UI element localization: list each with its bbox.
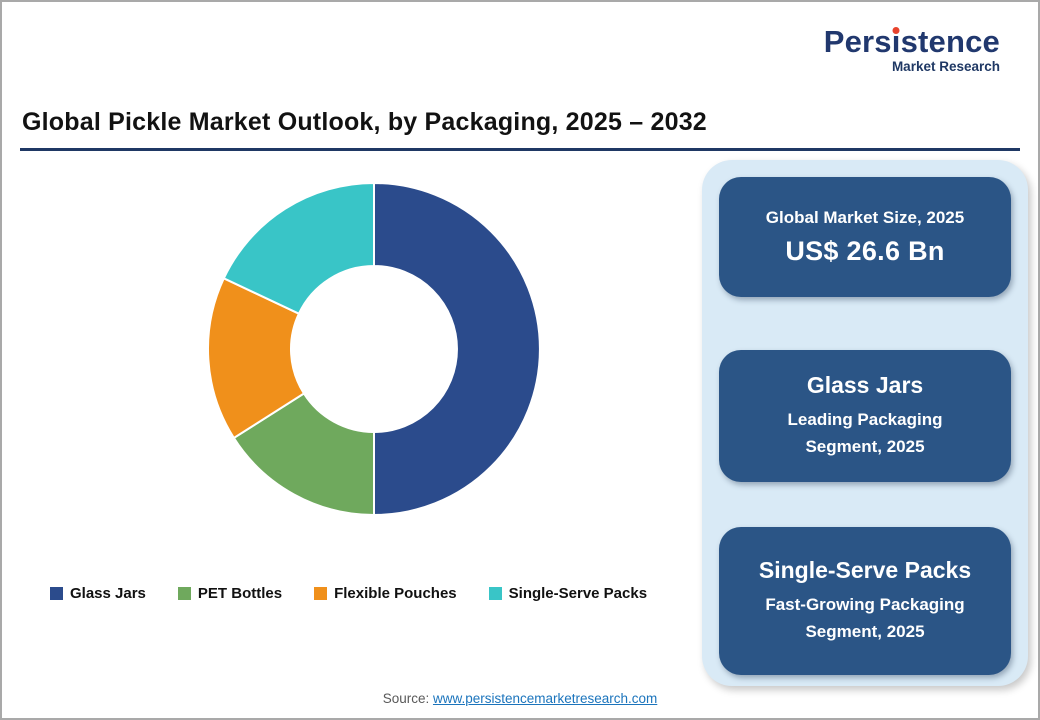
logo-wordmark-pre: Pers [823,24,892,59]
donut-chart [207,181,541,517]
donut-chart-container [202,177,546,521]
legend-item-single-serve-packs: Single-Serve Packs [488,585,648,602]
card-fast-growing-segment: Single-Serve Packs Fast-Growing Packagin… [719,527,1011,675]
legend-swatch-flexible-pouches [314,587,328,600]
fast-growing-segment-line-1: Fast-Growing Packaging [765,594,965,614]
source-line: Source: www.persistencemarketresearch.co… [2,691,1038,706]
highlights-panel: Global Market Size, 2025 US$ 26.6 Bn Gla… [702,160,1028,686]
fast-growing-segment-title: Single-Serve Packs [758,556,972,583]
logo-letter-i-red-dot: i [891,24,901,59]
market-size-label: Global Market Size, 2025 [765,207,965,227]
title-underline-rule [20,148,1020,151]
donut-slice-pet-bottles [232,392,375,517]
card-leading-segment: Glass Jars Leading Packaging Segment, 20… [719,350,1011,482]
card-market-size: Global Market Size, 2025 US$ 26.6 Bn [719,177,1011,297]
logo-tagline: Market Research [891,59,1000,74]
leading-segment-line-2: Segment, 2025 [805,437,925,456]
chart-legend: Glass Jars PET Bottles Flexible Pouches … [50,585,647,602]
donut-slice-flexible-pouches [207,276,306,440]
legend-swatch-single-serve-packs [488,587,502,600]
legend-swatch-glass-jars [50,587,63,600]
donut-slice-single-serve-packs [222,181,375,315]
donut-slice-glass-jars [373,181,541,517]
logo-wordmark: Persistence [824,26,1000,57]
legend-label: Single-Serve Packs [508,585,648,602]
legend-label: Glass Jars [70,585,146,602]
logo: Persistence Market Research [824,26,1000,74]
leading-segment-title: Glass Jars [806,371,924,398]
leading-segment-line-1: Leading Packaging [787,409,943,429]
source-label: Source: [382,691,433,706]
page-title: Global Pickle Market Outlook, by Packagi… [22,108,707,136]
legend-label: Flexible Pouches [334,585,457,602]
source-link[interactable]: www.persistencemarketresearch.com [432,691,658,706]
legend-label: PET Bottles [197,585,283,602]
fast-growing-segment-line-2: Segment, 2025 [805,622,925,641]
legend-item-glass-jars: Glass Jars [50,585,146,602]
logo-wordmark-post: stence [900,24,1000,59]
legend-item-pet-bottles: PET Bottles [177,585,283,602]
legend-swatch-pet-bottles [177,587,191,600]
market-size-value: US$ 26.6 Bn [785,236,945,267]
legend-item-flexible-pouches: Flexible Pouches [314,585,457,602]
